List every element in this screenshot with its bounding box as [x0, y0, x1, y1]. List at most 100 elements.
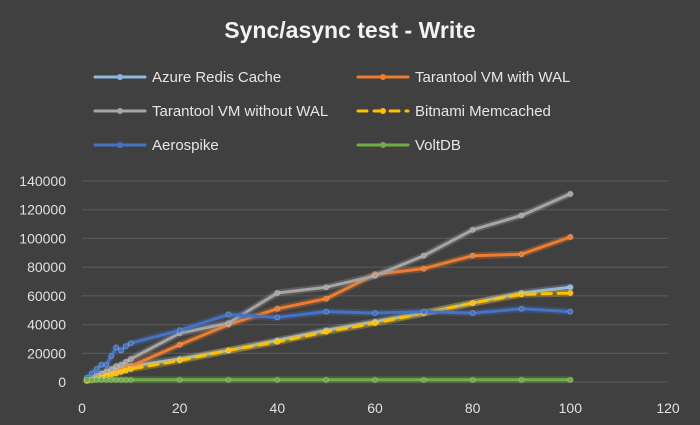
data-point [323, 308, 330, 315]
series-group [83, 190, 574, 384]
data-point [123, 367, 129, 374]
legend-marker [380, 74, 386, 80]
x-tick-label: 100 [559, 400, 583, 416]
legend-label: Aerospike [152, 137, 219, 154]
legend-item: VoltDB [356, 137, 461, 154]
data-point [420, 265, 427, 272]
data-point [274, 305, 281, 312]
data-point [88, 376, 95, 383]
data-point [469, 226, 476, 233]
data-point [274, 338, 281, 345]
data-point [98, 361, 105, 368]
data-point [372, 376, 378, 383]
y-tick-label: 40000 [27, 317, 66, 333]
data-point [103, 376, 110, 383]
data-point [420, 252, 427, 259]
legend-item: Azure Redis Cache [93, 69, 281, 86]
y-tick-label: 0 [58, 374, 66, 390]
data-point [274, 290, 281, 296]
data-point [323, 328, 330, 335]
data-point [113, 376, 120, 383]
y-tick-label: 60000 [27, 288, 66, 304]
data-point [225, 376, 232, 383]
x-tick-label: 0 [78, 400, 86, 416]
y-tick-label: 140000 [19, 173, 66, 189]
data-point [372, 272, 378, 279]
y-tick-label: 120000 [19, 202, 66, 218]
legend-label: Azure Redis Cache [152, 69, 281, 86]
legend-marker [380, 108, 386, 114]
data-point [469, 376, 476, 383]
data-point [518, 291, 525, 298]
x-tick-label: 80 [465, 400, 481, 416]
data-point [372, 310, 378, 316]
data-point [127, 376, 134, 383]
data-point [567, 376, 574, 383]
data-point [83, 376, 90, 383]
legend-marker [380, 142, 386, 148]
data-point [108, 376, 115, 383]
data-point [567, 290, 574, 296]
legend-label: Tarantool VM with WAL [415, 69, 570, 86]
x-tick-label: 20 [172, 400, 188, 416]
data-point [103, 361, 110, 368]
data-point [113, 370, 120, 377]
chart-title: Sync/async test - Write [224, 17, 475, 43]
data-point [123, 376, 129, 383]
data-point [118, 376, 124, 383]
data-point [323, 284, 330, 291]
y-tick-label: 100000 [19, 230, 66, 246]
legend: Azure Redis Cache Tarantool VM with WAL Ta… [93, 69, 570, 154]
data-point [567, 234, 574, 240]
data-point [123, 358, 129, 365]
data-point [323, 295, 330, 302]
plot-area [83, 190, 574, 385]
data-point [88, 370, 95, 377]
data-point [518, 212, 525, 219]
y-tick-label: 80000 [27, 259, 66, 275]
data-point [127, 356, 134, 362]
data-point [123, 343, 129, 350]
data-point [518, 376, 525, 383]
data-point [176, 357, 183, 364]
data-point [118, 369, 124, 375]
legend-item: Tarantool VM with WAL [356, 69, 570, 86]
data-point [176, 376, 183, 383]
legend-item: Tarantool VM without WAL [93, 103, 328, 120]
x-tick-label: 40 [270, 400, 286, 416]
data-point [274, 314, 281, 321]
data-point [518, 251, 525, 258]
data-point [567, 191, 574, 197]
legend-marker [117, 108, 123, 114]
data-point [118, 347, 124, 354]
series-group [83, 376, 574, 384]
data-point [113, 363, 120, 370]
data-point [98, 376, 105, 383]
data-point [420, 308, 427, 315]
legend-marker [117, 142, 123, 148]
data-point [176, 327, 183, 334]
data-point [225, 320, 232, 327]
data-point [93, 376, 100, 383]
x-axis-ticks: 0 20 40 60 80 100 120 [78, 400, 680, 416]
data-point [567, 284, 574, 291]
y-tick-label: 20000 [27, 345, 66, 361]
legend-marker [117, 74, 123, 80]
y-axis-ticks: 0 20000 40000 60000 80000 100000 120000 140000 [19, 173, 66, 390]
data-point [118, 361, 124, 368]
data-point [225, 347, 232, 354]
x-tick-label: 120 [656, 400, 680, 416]
legend-label: Tarantool VM without WAL [152, 103, 328, 120]
data-point [127, 340, 134, 347]
x-tick-label: 60 [367, 400, 383, 416]
data-point [518, 305, 525, 312]
series-group [83, 305, 574, 382]
data-point [420, 376, 427, 383]
data-point [567, 308, 574, 315]
data-point [469, 310, 476, 316]
data-point [372, 320, 378, 327]
data-point [323, 376, 330, 383]
data-point [93, 366, 100, 372]
data-point [113, 344, 120, 351]
